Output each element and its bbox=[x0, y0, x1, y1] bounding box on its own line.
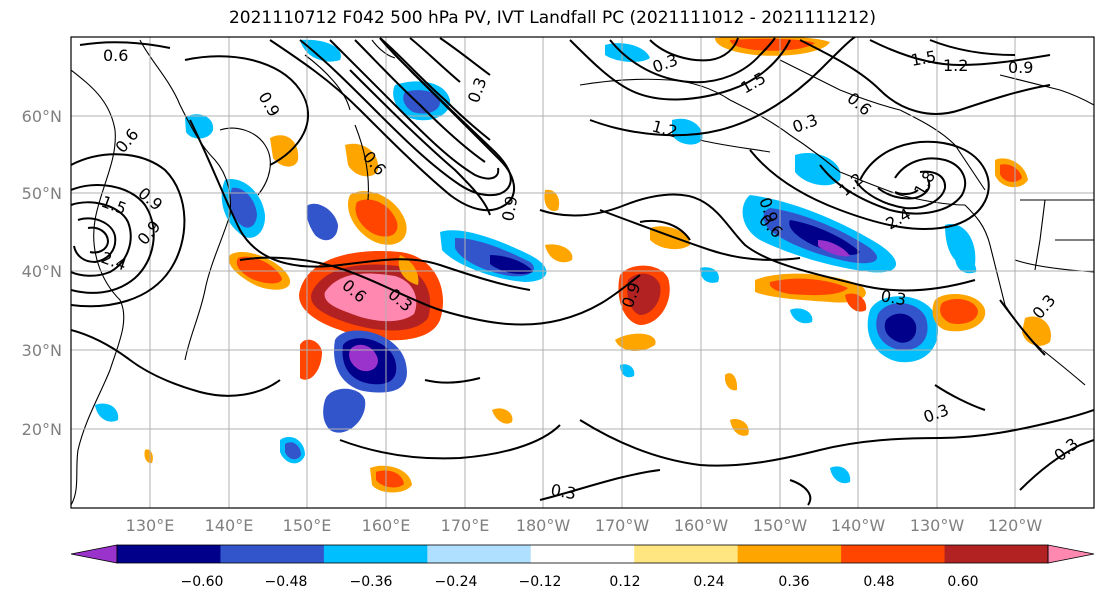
longitude-labels: 130°E 140°E 150°E 160°E 170°E 180°W 170°… bbox=[126, 516, 1043, 535]
lon-label: 140°E bbox=[205, 516, 254, 535]
colorbar-segment bbox=[220, 545, 325, 563]
graticule bbox=[71, 37, 1094, 508]
colorbar-extend-min bbox=[70, 544, 118, 564]
colorbar-segment bbox=[427, 545, 532, 563]
lat-label: 20°N bbox=[22, 420, 62, 439]
map-frame bbox=[70, 36, 1095, 509]
colorbar-segment bbox=[944, 545, 1049, 563]
lon-label: 170°E bbox=[441, 516, 490, 535]
colorbar-tick-label: 0.36 bbox=[778, 574, 809, 590]
lon-label: 160°E bbox=[362, 516, 411, 535]
lon-label: 180°W bbox=[516, 516, 571, 535]
contour-label: 0.3 bbox=[549, 480, 577, 503]
coastlines bbox=[71, 39, 1094, 506]
contour-label: 0.9 bbox=[1008, 58, 1033, 77]
colorbar-segment bbox=[117, 545, 221, 563]
colorbar-tick-label: 0.24 bbox=[693, 574, 724, 590]
colorbar-tick-label: −0.60 bbox=[181, 574, 224, 590]
contour-label: 0.9 bbox=[498, 194, 521, 222]
contour-label: 0.3 bbox=[879, 286, 907, 309]
colorbar-tick-label: 0.48 bbox=[863, 574, 894, 590]
lon-label: 150°E bbox=[283, 516, 332, 535]
ivt-shading bbox=[95, 37, 1051, 493]
colorbar-tick-label: −0.24 bbox=[435, 574, 478, 590]
lon-label: 160°W bbox=[674, 516, 729, 535]
lon-label: 140°W bbox=[831, 516, 886, 535]
lon-label: 170°W bbox=[595, 516, 650, 535]
colorbar-segment bbox=[737, 545, 842, 563]
map-title: 2021110712 F042 500 hPa PV, IVT Landfall… bbox=[228, 8, 876, 28]
lon-label: 130°E bbox=[126, 516, 175, 535]
latitude-labels: 60°N 50°N 40°N 30°N 20°N bbox=[22, 107, 62, 439]
colorbar-segments bbox=[70, 544, 1095, 564]
lat-label: 60°N bbox=[22, 107, 62, 126]
colorbar-segment bbox=[841, 545, 946, 563]
colorbar-tick-labels: −0.60 −0.48 −0.36 −0.24 −0.12 0.12 0.24 … bbox=[181, 574, 979, 590]
colorbar-tick-label: 0.60 bbox=[947, 574, 978, 590]
colorbar-tick-label: −0.12 bbox=[519, 574, 562, 590]
contour-label: 0.6 bbox=[103, 46, 128, 65]
colorbar-tick-label: −0.36 bbox=[350, 574, 393, 590]
lat-label: 50°N bbox=[22, 184, 62, 203]
lon-label: 150°W bbox=[753, 516, 808, 535]
lat-label: 30°N bbox=[22, 341, 62, 360]
colorbar-border bbox=[116, 544, 1049, 564]
colorbar-segment bbox=[323, 545, 428, 563]
colorbar: −0.60 −0.48 −0.36 −0.24 −0.12 0.12 0.24 … bbox=[70, 544, 1095, 590]
contour-label: 1.5 bbox=[909, 47, 937, 70]
lon-label: 130°W bbox=[910, 516, 965, 535]
pv-contours bbox=[71, 37, 1094, 506]
colorbar-tick-label: 0.12 bbox=[609, 574, 640, 590]
colorbar-segment bbox=[530, 545, 635, 563]
lon-label: 120°W bbox=[988, 516, 1043, 535]
colorbar-tick-label: −0.48 bbox=[265, 574, 308, 590]
lat-label: 40°N bbox=[22, 262, 62, 281]
colorbar-extend-max bbox=[1047, 544, 1095, 564]
colorbar-segment bbox=[634, 545, 739, 563]
contour-label: 1.2 bbox=[943, 56, 968, 75]
